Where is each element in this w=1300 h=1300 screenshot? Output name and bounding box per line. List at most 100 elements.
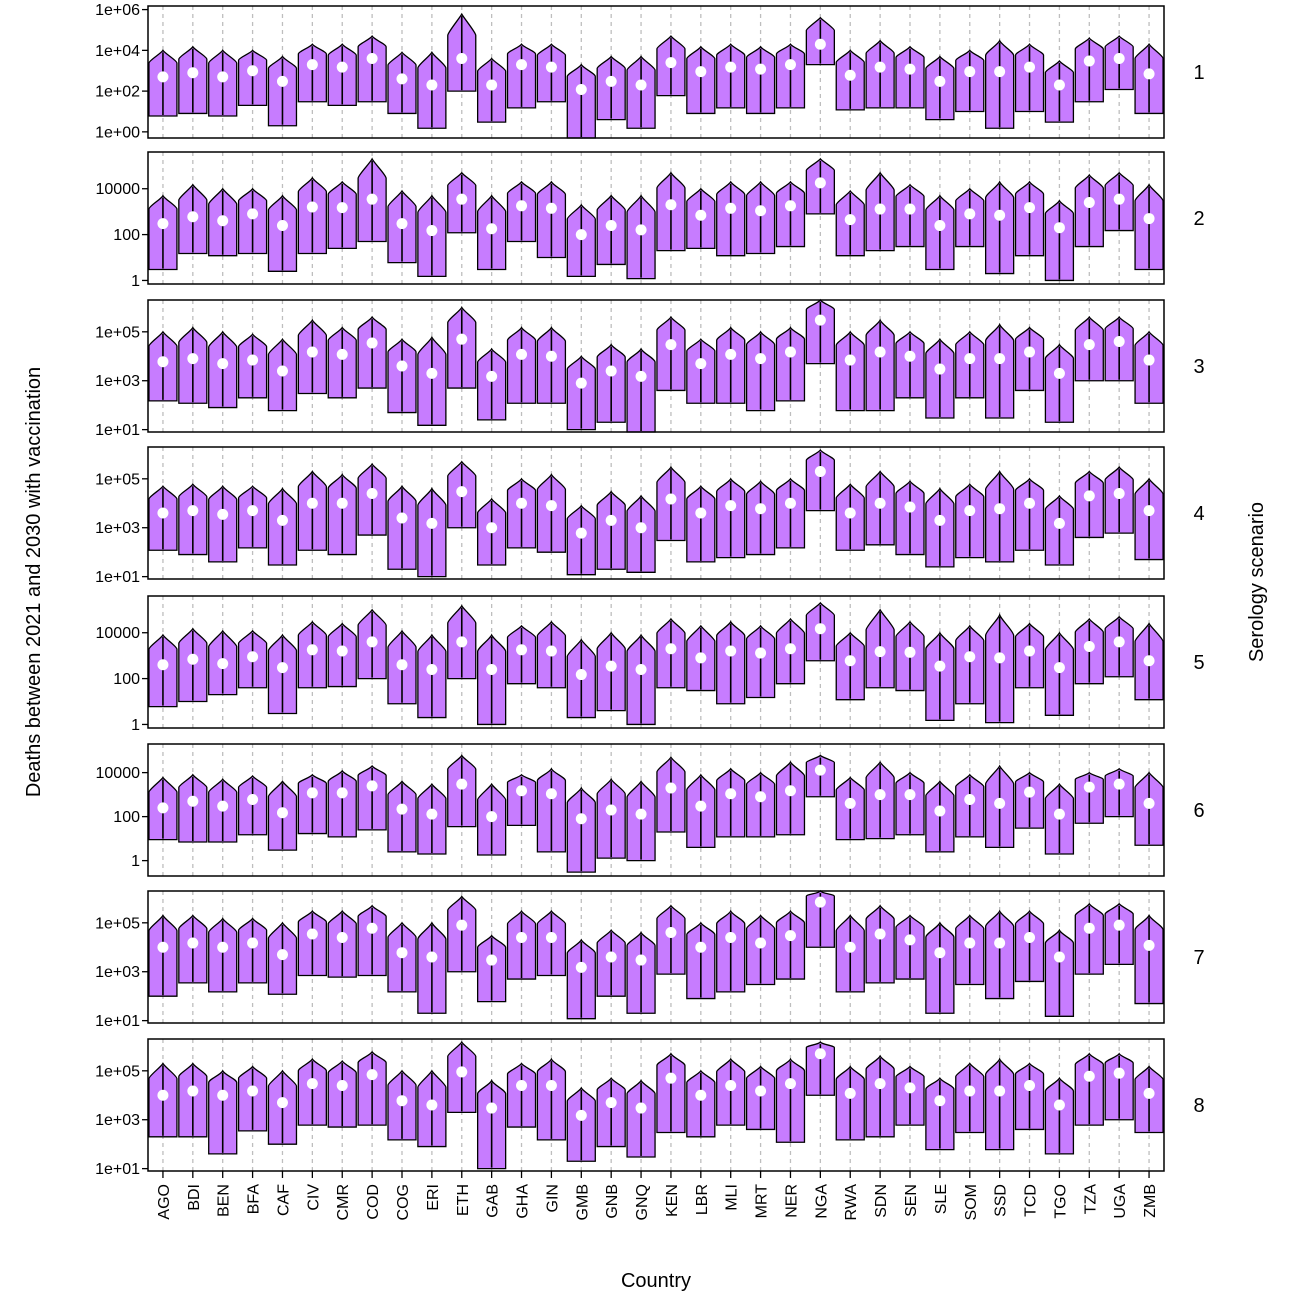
median-point-BFA <box>247 65 259 77</box>
median-point-CMR <box>336 1080 348 1092</box>
x-tick-label-LBR: LBR <box>694 1184 711 1215</box>
median-point-CAF <box>276 75 288 87</box>
median-point-ZMB <box>1143 68 1155 80</box>
median-point-KEN <box>665 927 677 939</box>
median-point-CAF <box>276 514 288 526</box>
y-tick-label: 1 <box>131 853 140 870</box>
panel-border <box>147 1038 1165 1172</box>
median-point-GAB <box>486 79 498 91</box>
median-point-NGA <box>814 465 826 477</box>
median-point-AGO <box>157 659 169 671</box>
median-point-MLI <box>725 500 737 512</box>
median-point-SOM <box>964 1085 976 1097</box>
median-point-MRT <box>755 1085 767 1097</box>
median-point-BEN <box>217 941 229 953</box>
median-point-ETH <box>456 193 468 205</box>
median-point-GNB <box>605 219 617 231</box>
median-point-SLE <box>934 75 946 87</box>
median-point-AGO <box>157 71 169 83</box>
median-point-NGA <box>814 38 826 50</box>
median-point-SOM <box>964 651 976 663</box>
x-axis-title: Country <box>621 1270 691 1292</box>
scenario-label-4: 4 <box>1193 503 1204 525</box>
median-point-BEN <box>217 658 229 670</box>
median-point-UGA <box>1113 193 1125 205</box>
median-point-SSD <box>994 652 1006 664</box>
median-point-BDI <box>187 353 199 365</box>
median-point-COG <box>396 218 408 230</box>
median-point-SOM <box>964 208 976 220</box>
median-point-ETH <box>456 333 468 345</box>
median-point-KEN <box>665 57 677 69</box>
median-point-TZA <box>1083 55 1095 67</box>
median-point-GNQ <box>635 370 647 382</box>
median-point-MLI <box>725 61 737 73</box>
median-point-SOM <box>964 505 976 517</box>
median-point-SLE <box>934 805 946 817</box>
median-point-GNQ <box>635 224 647 236</box>
median-point-ETH <box>456 778 468 790</box>
y-tick-label: 1e+03 <box>95 964 140 981</box>
median-point-SDN <box>874 61 886 73</box>
median-point-TCD <box>1024 1080 1036 1092</box>
median-point-ERI <box>426 808 438 820</box>
x-tick-label-SLE: SLE <box>933 1184 950 1214</box>
x-tick-label-BFA: BFA <box>246 1184 263 1215</box>
median-point-ERI <box>426 1099 438 1111</box>
median-point-BDI <box>187 505 199 517</box>
y-tick-label: 1e+01 <box>95 569 140 586</box>
median-point-SSD <box>994 66 1006 78</box>
median-point-GAB <box>486 954 498 966</box>
median-point-TZA <box>1083 339 1095 351</box>
median-point-COD <box>366 488 378 500</box>
median-point-CAF <box>276 1097 288 1109</box>
median-point-SLE <box>934 1095 946 1107</box>
median-point-GNB <box>605 804 617 816</box>
panel-border <box>147 595 1165 729</box>
median-point-TCD <box>1024 645 1036 657</box>
median-point-COG <box>396 659 408 671</box>
median-point-GMB <box>575 527 587 539</box>
scenario-label-6: 6 <box>1193 800 1204 822</box>
median-point-RWA <box>844 507 856 519</box>
median-point-TZA <box>1083 922 1095 934</box>
panel-6: 1 100 10000 6 <box>96 743 1205 877</box>
median-point-SDN <box>874 203 886 215</box>
x-tick-label-GIN: GIN <box>544 1184 561 1212</box>
median-point-NER <box>784 346 796 358</box>
median-point-TGO <box>1053 517 1065 529</box>
median-point-SOM <box>964 66 976 78</box>
median-point-GHA <box>516 59 528 71</box>
median-point-GAB <box>486 1102 498 1114</box>
median-point-GNB <box>605 365 617 377</box>
median-point-GIN <box>545 932 557 944</box>
x-tick-label-RWA: RWA <box>843 1184 860 1221</box>
y-tick-label: 1e+01 <box>95 422 140 439</box>
median-point-MLI <box>725 645 737 657</box>
y-tick-label: 1e+04 <box>95 43 140 60</box>
median-point-UGA <box>1113 1067 1125 1079</box>
median-point-MLI <box>725 1080 737 1092</box>
median-point-AGO <box>157 356 169 368</box>
y-tick-label: 1e+05 <box>95 1063 140 1080</box>
median-point-GIN <box>545 350 557 362</box>
median-point-UGA <box>1113 336 1125 348</box>
x-axis: AGO BDI BEN BFA CAF CIV CMR COD COG ERI ETH GAB GHA G… <box>156 1171 1159 1220</box>
y-tick-label: 1e+06 <box>95 2 140 19</box>
median-point-MLI <box>725 788 737 800</box>
y-tick-label: 1e+00 <box>95 124 140 141</box>
median-point-CIV <box>306 644 318 656</box>
y-tick-label: 10000 <box>96 765 141 782</box>
median-point-NER <box>784 930 796 942</box>
median-point-RWA <box>844 69 856 81</box>
median-point-NGA <box>814 896 826 908</box>
median-point-CAF <box>276 365 288 377</box>
panel-4: 1e+01 1e+03 1e+05 4 <box>95 446 1205 586</box>
median-point-ZMB <box>1143 505 1155 517</box>
y-tick-label: 10000 <box>96 625 141 642</box>
y-tick-label: 100 <box>113 671 140 688</box>
median-point-SLE <box>934 219 946 231</box>
panel-8: 1e+01 1e+03 1e+05 8 <box>95 1038 1205 1178</box>
y-tick-label: 1 <box>131 717 140 734</box>
median-point-LBR <box>695 941 707 953</box>
